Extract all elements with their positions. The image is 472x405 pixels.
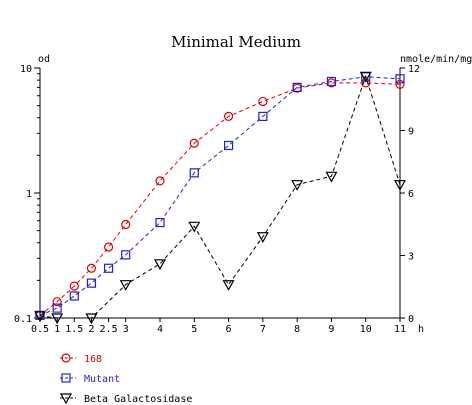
data-point [188, 221, 201, 233]
y-right-tick-label: 0 [408, 314, 414, 325]
data-point [155, 217, 165, 228]
data-point [121, 250, 131, 260]
y-left-tick-label: 0.1 [14, 314, 32, 325]
data-point [258, 96, 268, 107]
data-point [52, 297, 62, 307]
data-point [222, 280, 235, 291]
data-point [103, 263, 114, 273]
x-tick-label: 7 [260, 324, 266, 335]
x-tick-label: 1.5 [65, 324, 83, 335]
data-point [223, 140, 234, 151]
y-right-tick-label: 12 [408, 64, 420, 75]
legend-marker [61, 353, 71, 363]
series-line [39, 74, 401, 319]
legend-marker [61, 373, 71, 383]
data-point [51, 313, 64, 325]
data-point [86, 263, 97, 273]
data-point [52, 303, 62, 313]
series-layer [33, 71, 407, 325]
data-point [121, 219, 131, 230]
x-tick-label: 8 [294, 324, 300, 335]
x-tick-label: 2.5 [100, 324, 118, 335]
series-triangle-down [33, 71, 407, 325]
x-tick-label: 1 [54, 324, 60, 335]
legend-label: Beta Galactosidase [84, 394, 192, 405]
data-point [395, 79, 405, 89]
data-point [291, 180, 304, 191]
y-left-axis-label: od [38, 54, 50, 65]
y-right-tick-label: 6 [408, 189, 414, 200]
x-tick-label: 9 [328, 324, 334, 335]
data-point [86, 278, 97, 288]
x-tick-label: 10 [360, 324, 372, 335]
y-right-axis-label: nmole/min/mg [400, 54, 472, 65]
data-point [395, 74, 405, 84]
x-axis-label: h [418, 324, 424, 335]
data-point [393, 180, 407, 191]
legend-marker [59, 393, 73, 405]
legend-label: Mutant [84, 374, 120, 385]
y-left-tick-label: 1 [26, 189, 32, 200]
y-right-tick-label: 3 [408, 252, 414, 263]
x-tick-label: 3 [123, 324, 129, 335]
x-tick-label: 2 [88, 324, 94, 335]
data-point [361, 78, 371, 88]
axes: 0.5 1 1.5 2 2.5 3 4 5 6 7 8 9 10 11 0.1 1 10 0 3 6 9 12 [14, 64, 420, 335]
legend: 168 Mutant Beta Galactosidase [59, 353, 192, 405]
data-point [85, 313, 98, 325]
data-point [189, 138, 199, 148]
data-point [155, 176, 165, 186]
x-tick-label: 0.5 [31, 324, 49, 335]
data-point [33, 311, 47, 323]
series-square [35, 72, 405, 320]
y-right-tick-label: 9 [408, 127, 414, 138]
data-point [119, 280, 132, 291]
data-point [223, 111, 234, 122]
chart-title: Minimal Medium [171, 33, 301, 51]
x-tick-label: 11 [394, 324, 406, 335]
series-line [39, 76, 401, 316]
data-point [69, 291, 79, 301]
legend-label: 168 [84, 354, 102, 365]
data-point [258, 111, 268, 122]
data-point [256, 232, 269, 243]
x-tick-label: 6 [226, 324, 232, 335]
data-point [103, 242, 114, 252]
y-left-tick-label: 10 [20, 64, 32, 75]
series-circle [35, 78, 405, 320]
data-point [326, 76, 337, 87]
data-point [292, 82, 302, 92]
data-point [69, 281, 79, 291]
data-point [189, 168, 199, 178]
x-tick-label: 5 [191, 324, 197, 335]
data-point [325, 171, 338, 183]
data-point [153, 259, 167, 271]
x-tick-label: 4 [157, 324, 163, 335]
data-point [359, 71, 372, 83]
